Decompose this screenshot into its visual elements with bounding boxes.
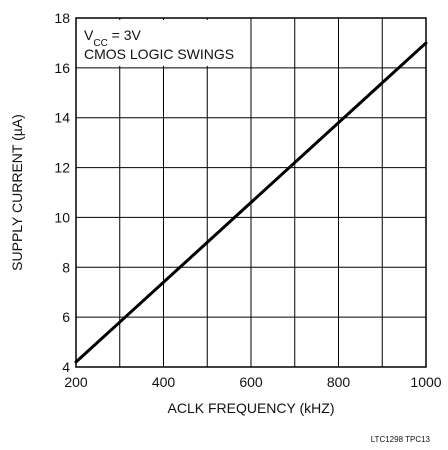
y-tick-label: 12 [54, 160, 70, 176]
x-tick-labels: 200 400 600 800 1000 [64, 374, 441, 390]
y-tick-label: 10 [54, 209, 70, 225]
y-tick-label: 6 [62, 309, 70, 325]
x-axis-label: ACLK FREQUENCY (kHZ) [168, 400, 335, 416]
annotation: VCC = 3V CMOS LOGIC SWINGS [84, 27, 234, 62]
annotation-box [78, 20, 245, 66]
x-tick-label: 1000 [410, 374, 441, 390]
grid [76, 18, 426, 367]
x-tick-label: 400 [152, 374, 176, 390]
y-tick-label: 16 [54, 60, 70, 76]
y-tick-label: 14 [54, 110, 70, 126]
annotation-vcc: VCC = 3V [84, 27, 142, 49]
y-axis-label: SUPPLY CURRENT (µA) [9, 114, 25, 271]
series-line [74, 41, 428, 364]
y-tick-label: 4 [62, 359, 70, 375]
y-tick-labels: 4 6 8 10 12 14 16 18 [54, 10, 70, 375]
series-layer [74, 41, 428, 364]
annotation-logic: CMOS LOGIC SWINGS [84, 46, 234, 62]
x-tick-label: 200 [64, 374, 88, 390]
x-tick-label: 800 [327, 374, 351, 390]
plot-frame [75, 17, 427, 368]
y-tick-label: 18 [54, 10, 70, 26]
figure-code: LTC1298 TPC13 [371, 435, 431, 444]
y-tick-label: 8 [62, 259, 70, 275]
x-tick-label: 600 [239, 374, 263, 390]
